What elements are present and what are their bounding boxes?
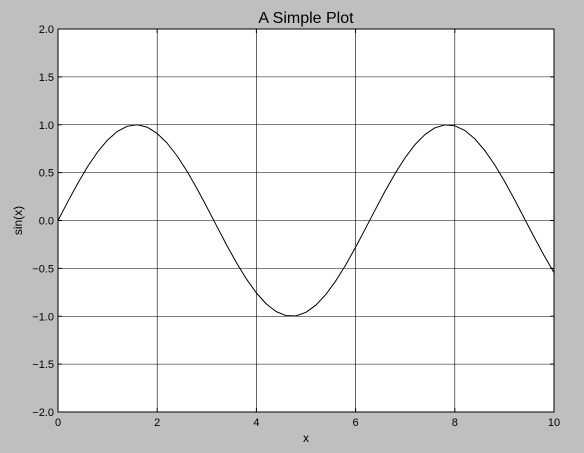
x-axis-label: x [303,431,309,445]
x-tick-label: 8 [452,417,458,429]
y-tick-label: 2.0 [39,24,54,36]
tick-labels: 0 2 4 6 8 10 −2.0 −1.5 −1.0 −0.5 0.0 0.5 1.0 1.5 2.0 [32,24,560,429]
y-tick-label: 1.5 [39,72,54,84]
y-tick-label: 0.0 [39,216,54,228]
y-tick-label: −0.5 [32,263,54,275]
y-tick-label: −1.0 [32,311,54,323]
chart-title: A Simple Plot [258,10,354,27]
grid-lines [58,29,554,412]
y-axis-label: sin(x) [11,206,25,235]
x-tick-label: 6 [353,417,359,429]
series-layer [57,124,555,317]
series-line [57,124,555,317]
y-tick-label: 1.0 [39,120,54,132]
x-tick-label: 10 [548,417,560,429]
x-tick-label: 2 [154,417,160,429]
x-tick-label: 0 [55,417,61,429]
x-tick-label: 4 [253,417,259,429]
y-tick-label: −1.5 [32,359,54,371]
y-tick-label: 0.5 [39,168,54,180]
y-tick-label: −2.0 [32,407,54,419]
